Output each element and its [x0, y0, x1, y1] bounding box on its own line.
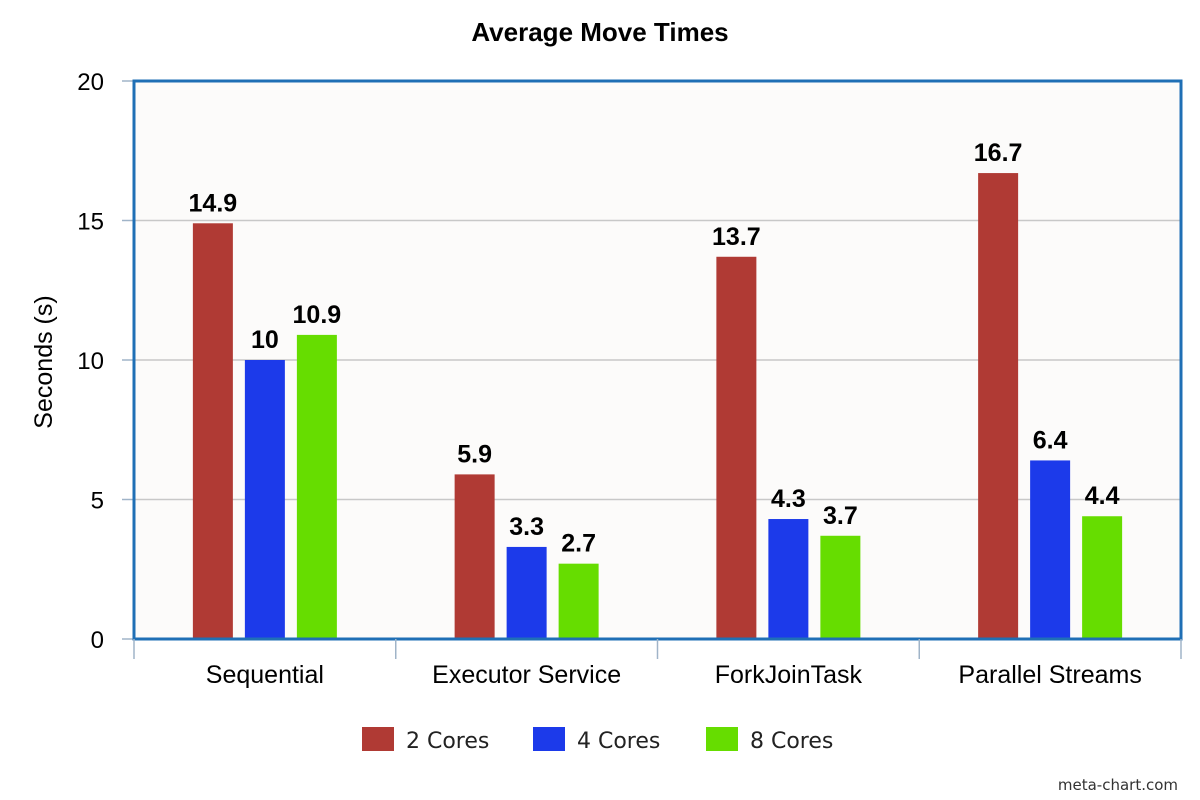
bar — [978, 173, 1019, 639]
legend-swatch — [706, 727, 738, 751]
bar — [1030, 460, 1071, 639]
x-tick-label: Executor Service — [432, 661, 621, 689]
x-tick-label: Parallel Streams — [958, 661, 1141, 689]
data-label: 14.9 — [189, 189, 238, 217]
data-label: 16.7 — [974, 139, 1023, 167]
bar — [1082, 516, 1123, 639]
bar — [768, 519, 809, 639]
y-tick-label: 10 — [77, 348, 104, 375]
plot-area: 0 5 10 15 20 14.9 10 10.9 Sequential 5.9 3.3 2.7 Exe… — [77, 69, 1183, 689]
data-label: 3.7 — [823, 502, 858, 530]
data-label: 3.3 — [509, 513, 544, 541]
data-label: 10.9 — [293, 301, 342, 329]
legend-label: 8 Cores — [750, 729, 833, 754]
x-tick-label: Sequential — [206, 661, 324, 689]
y-axis-title: Seconds (s) — [30, 295, 58, 428]
bar — [506, 546, 547, 639]
bar — [454, 474, 495, 639]
data-label: 4.3 — [771, 485, 806, 513]
bar — [296, 334, 337, 639]
data-label: 6.4 — [1033, 426, 1068, 454]
data-label: 10 — [251, 326, 279, 354]
bar — [820, 535, 861, 639]
y-tick-label: 5 — [91, 488, 104, 515]
watermark: meta-chart.com — [1058, 776, 1178, 794]
y-tick-label: 20 — [77, 69, 104, 96]
bar — [558, 563, 599, 639]
legend: 2 Cores 4 Cores 8 Cores — [362, 727, 833, 754]
x-tick-label: ForkJoinTask — [715, 661, 863, 689]
bar — [716, 256, 757, 639]
y-tick-label: 0 — [91, 627, 104, 654]
legend-label: 2 Cores — [406, 729, 489, 754]
data-label: 4.4 — [1085, 482, 1120, 510]
data-label: 5.9 — [457, 440, 492, 468]
legend-label: 4 Cores — [577, 729, 660, 754]
data-label: 13.7 — [712, 223, 761, 251]
legend-swatch — [533, 727, 565, 751]
bar — [192, 223, 233, 640]
chart-title: Average Move Times — [471, 17, 728, 47]
y-tick-label: 15 — [77, 209, 104, 236]
legend-swatch — [362, 727, 394, 751]
data-label: 2.7 — [561, 530, 596, 558]
bar — [244, 360, 285, 639]
